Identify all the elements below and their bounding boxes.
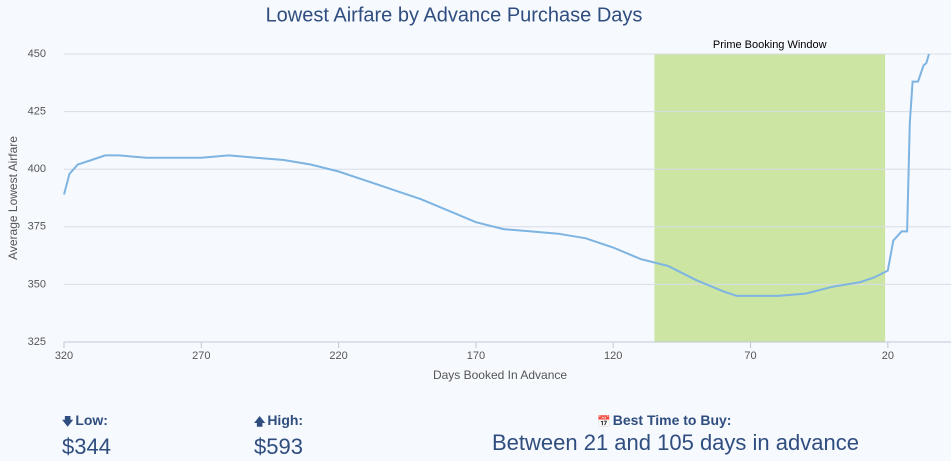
x-tick-label: 120 [604, 350, 622, 362]
high-value: $593 [254, 434, 303, 459]
band-label: Prime Booking Window [713, 39, 827, 51]
x-axis-label: Days Booked In Advance [433, 368, 567, 382]
y-tick-label: 325 [28, 336, 46, 348]
y-tick-label: 375 [28, 221, 46, 233]
y-tick-label: 350 [28, 278, 46, 290]
y-axis-label: Average Lowest Airfare [6, 136, 20, 260]
chart-title: Lowest Airfare by Advance Purchase Days [266, 4, 643, 26]
high-box: 🡅 High: $593 [254, 412, 304, 459]
low-value: $344 [62, 434, 111, 459]
low-label: Low: [75, 412, 108, 428]
y-tick-label: 400 [28, 163, 46, 175]
best-label: Best Time to Buy: [612, 412, 732, 428]
low-box: 🡇 Low: $344 [62, 412, 111, 459]
y-tick-label: 425 [28, 106, 46, 118]
x-tick-label: 220 [329, 350, 347, 362]
x-tick-label: 20 [882, 350, 894, 362]
fare-line [63, 53, 930, 297]
x-tick-label: 270 [192, 350, 210, 362]
high-label: High: [267, 412, 304, 428]
best-value: Between 21 and 105 days in advance [492, 430, 859, 455]
chart: Lowest Airfare by Advance Purchase Days … [6, 4, 951, 382]
y-tick-label: 450 [28, 48, 46, 60]
best-box: 📅 Best Time to Buy: Between 21 and 105 da… [492, 412, 859, 455]
x-tick-label: 170 [467, 350, 485, 362]
x-tick-label: 320 [55, 350, 73, 362]
booking-band [654, 54, 886, 342]
x-tick-label: 70 [744, 350, 756, 362]
